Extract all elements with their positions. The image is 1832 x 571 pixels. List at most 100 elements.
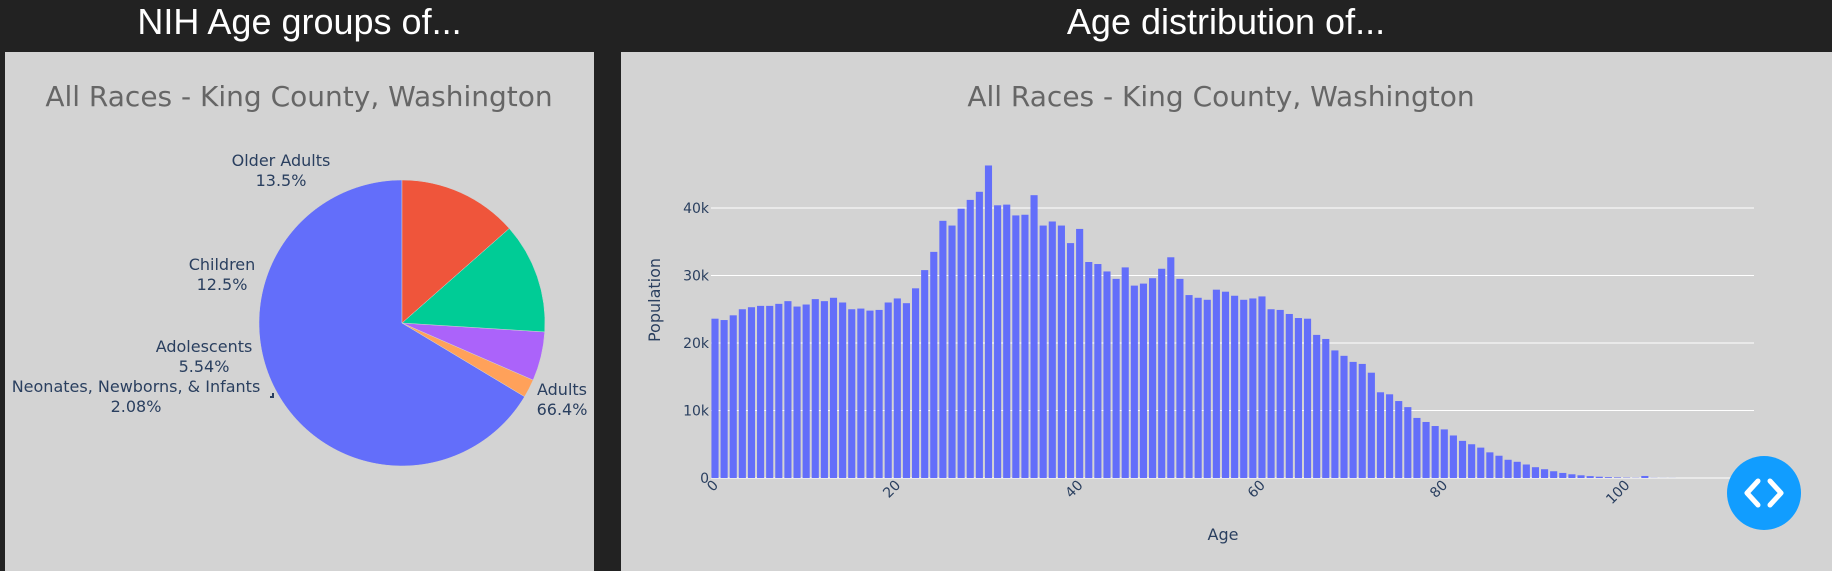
histogram-bar[interactable] (1422, 421, 1430, 478)
histogram-bar[interactable] (1577, 475, 1585, 478)
histogram-bar[interactable] (1303, 318, 1312, 478)
histogram-bar[interactable] (784, 301, 792, 478)
histogram-bar[interactable] (1522, 464, 1530, 479)
histogram-bar[interactable] (1486, 452, 1494, 478)
histogram-bar[interactable] (948, 225, 956, 478)
histogram-bar[interactable] (1440, 429, 1448, 478)
histogram-bar[interactable] (939, 220, 947, 478)
histogram-bar[interactable] (1240, 299, 1248, 478)
histogram-bar[interactable] (1194, 297, 1202, 478)
histogram-bar[interactable] (1495, 455, 1503, 478)
histogram-bar[interactable] (1066, 243, 1075, 478)
histogram-bar[interactable] (802, 304, 810, 478)
histogram-bar[interactable] (1167, 257, 1175, 478)
histogram-bar[interactable] (1203, 299, 1211, 478)
histogram-bar[interactable] (1358, 363, 1366, 478)
histogram-bar[interactable] (1595, 476, 1603, 478)
histogram-bar[interactable] (811, 299, 819, 478)
histogram-bar[interactable] (857, 308, 865, 478)
histogram-bar[interactable] (875, 309, 883, 478)
histogram-bar[interactable] (1559, 472, 1567, 478)
histogram-bar[interactable] (1367, 372, 1375, 478)
histogram-bar[interactable] (848, 309, 856, 478)
histogram-bar[interactable] (1641, 475, 1649, 478)
histogram-bar[interactable] (1349, 361, 1357, 478)
histogram-bar[interactable] (1313, 334, 1321, 478)
histogram-bar[interactable] (975, 191, 983, 479)
histogram-bar[interactable] (711, 318, 719, 478)
histogram-bar[interactable] (1039, 225, 1047, 478)
histogram-bar[interactable] (1550, 471, 1558, 478)
histogram-bar[interactable] (1085, 262, 1093, 478)
histogram-bar[interactable] (1139, 283, 1148, 478)
pie-slice-adults[interactable] (258, 179, 525, 467)
histogram-bar[interactable] (839, 302, 847, 479)
histogram-bar[interactable] (1212, 289, 1220, 478)
histogram-bar[interactable] (1276, 309, 1284, 478)
histogram-bar[interactable] (766, 305, 774, 478)
histogram-bar[interactable] (1112, 278, 1120, 478)
histogram-bar[interactable] (1395, 401, 1403, 478)
histogram-bar[interactable] (921, 270, 929, 478)
histogram-bar[interactable] (1221, 291, 1230, 478)
histogram-bar[interactable] (1149, 278, 1157, 478)
histogram-bar[interactable] (1404, 407, 1412, 478)
histogram-bar[interactable] (1413, 417, 1421, 478)
histogram-bar[interactable] (1076, 228, 1084, 478)
histogram-bar[interactable] (1121, 267, 1129, 478)
histogram-bar[interactable] (829, 297, 838, 478)
histogram-bar[interactable] (1231, 295, 1239, 478)
histogram-bar[interactable] (720, 320, 728, 478)
histogram-bar[interactable] (1331, 350, 1339, 478)
histogram-bar[interactable] (1458, 440, 1467, 478)
histogram-bar[interactable] (729, 315, 737, 478)
histogram-bar[interactable] (1103, 271, 1111, 478)
histogram-bar[interactable] (1386, 394, 1394, 478)
histogram-bar[interactable] (1030, 195, 1038, 479)
histogram-bar[interactable] (1021, 214, 1029, 478)
histogram-bar[interactable] (911, 288, 920, 478)
histogram-bar[interactable] (1258, 296, 1266, 478)
histogram-bar[interactable] (1541, 469, 1549, 478)
histogram-bar[interactable] (820, 301, 828, 478)
histogram-bar[interactable] (893, 298, 901, 478)
histogram-bar[interactable] (1294, 318, 1302, 478)
histogram-bar[interactable] (1504, 459, 1512, 478)
histogram-bar[interactable] (1003, 204, 1011, 478)
histogram-bar[interactable] (866, 310, 874, 478)
histogram-bar[interactable] (1431, 426, 1439, 478)
histogram-bar[interactable] (1468, 444, 1476, 478)
histogram-bar[interactable] (1322, 338, 1330, 478)
histogram-bar[interactable] (884, 302, 892, 479)
histogram-bar[interactable] (1477, 447, 1485, 478)
histogram-bar[interactable] (757, 305, 765, 478)
histogram-bar[interactable] (1376, 392, 1385, 478)
pie-slice-children[interactable] (401, 228, 546, 333)
histogram-bar[interactable] (966, 199, 974, 478)
histogram-bar[interactable] (1130, 285, 1138, 478)
histogram-bar[interactable] (994, 205, 1002, 479)
histogram-bar[interactable] (1340, 355, 1348, 478)
histogram-bar[interactable] (775, 303, 783, 478)
histogram-bar[interactable] (1094, 264, 1102, 478)
histogram-bar[interactable] (957, 208, 965, 479)
histogram-bar[interactable] (1158, 268, 1166, 478)
histogram-bar[interactable] (793, 306, 801, 478)
histogram-bar[interactable] (1531, 467, 1540, 478)
histogram-bar[interactable] (747, 307, 756, 478)
histogram-bar[interactable] (902, 303, 910, 478)
histogram-bar[interactable] (1176, 278, 1184, 478)
histogram-bar[interactable] (1267, 309, 1275, 478)
pie-slice-older-adults[interactable] (401, 179, 510, 324)
histogram-bar[interactable] (1613, 477, 1622, 478)
histogram-bar[interactable] (1012, 215, 1020, 479)
histogram-bar[interactable] (1449, 435, 1457, 478)
code-toggle-button[interactable] (1727, 456, 1801, 530)
histogram-bar[interactable] (1057, 225, 1065, 478)
histogram-bar[interactable] (984, 165, 993, 478)
histogram-bar[interactable] (1048, 221, 1056, 479)
histogram-bar[interactable] (1513, 461, 1521, 478)
histogram-bar[interactable] (1604, 477, 1612, 478)
histogram-bar[interactable] (1285, 313, 1293, 478)
histogram-bar[interactable] (1568, 474, 1576, 478)
